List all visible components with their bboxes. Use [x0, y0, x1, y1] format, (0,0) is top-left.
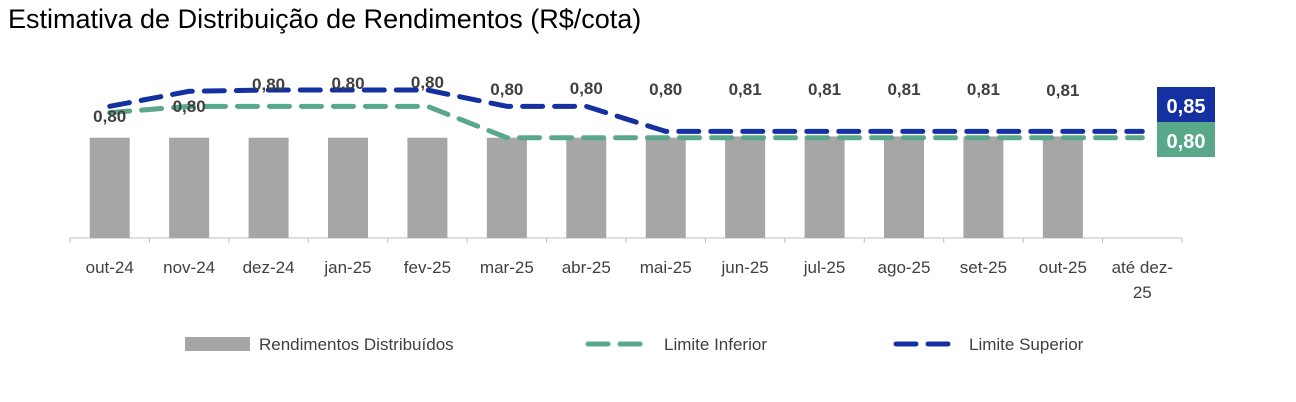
- bar: [804, 136, 845, 238]
- legend-label: Rendimentos Distribuídos: [259, 335, 454, 354]
- data-label: 0,81: [887, 80, 920, 99]
- data-label: 0,81: [1046, 81, 1079, 100]
- bar: [963, 136, 1004, 238]
- bar: [89, 137, 130, 238]
- data-label: 0,81: [808, 80, 841, 99]
- x-tick-label: ago-25: [878, 258, 931, 277]
- data-label: 0,80: [570, 79, 603, 98]
- limite-inferior-line: [107, 103, 1145, 141]
- x-tick-label: até dez-: [1112, 258, 1173, 277]
- data-label: 0,80: [252, 75, 285, 94]
- bar: [1042, 136, 1083, 238]
- bar: [645, 137, 686, 238]
- data-label: 0,81: [729, 80, 762, 99]
- bar: [486, 137, 527, 238]
- bar: [248, 137, 289, 238]
- end-label: 0,80: [1167, 131, 1206, 153]
- data-label: 0,80: [173, 97, 206, 116]
- bar: [566, 137, 607, 238]
- end-label-box: [1157, 87, 1215, 122]
- data-label: 0,80: [331, 74, 364, 93]
- bar: [407, 137, 448, 238]
- limite-superior-line: [107, 87, 1145, 134]
- x-tick-label: 25: [1133, 283, 1152, 302]
- x-tick-label: nov-24: [163, 258, 215, 277]
- data-label: 0,80: [649, 80, 682, 99]
- data-label: 0,81: [967, 80, 1000, 99]
- data-label: 0,80: [411, 73, 444, 92]
- x-tick-label: dez-24: [243, 258, 295, 277]
- bar: [725, 136, 766, 238]
- data-label: 0,80: [93, 107, 126, 126]
- legend-swatch-rendimentos: [185, 337, 250, 351]
- bar: [328, 137, 368, 238]
- end-label-box: [1157, 122, 1215, 157]
- x-tick-label: mar-25: [480, 258, 534, 277]
- x-tick-label: jun-25: [721, 258, 769, 277]
- legend-label: Limite Inferior: [664, 335, 767, 354]
- x-tick-label: out-24: [86, 258, 134, 277]
- x-tick-label: jul-25: [803, 258, 846, 277]
- data-label: 0,80: [490, 80, 523, 99]
- x-tick-label: out-25: [1039, 258, 1087, 277]
- end-label: 0,85: [1167, 96, 1206, 118]
- bar: [884, 136, 924, 238]
- legend-label: Limite Superior: [969, 335, 1084, 354]
- x-tick-label: mai-25: [640, 258, 692, 277]
- x-tick-label: set-25: [960, 258, 1007, 277]
- chart-title: Estimativa de Distribuição de Rendimento…: [8, 4, 642, 34]
- x-tick-label: abr-25: [562, 258, 611, 277]
- bar: [169, 137, 210, 238]
- x-tick-label: jan-25: [323, 258, 371, 277]
- x-tick-label: fev-25: [404, 258, 451, 277]
